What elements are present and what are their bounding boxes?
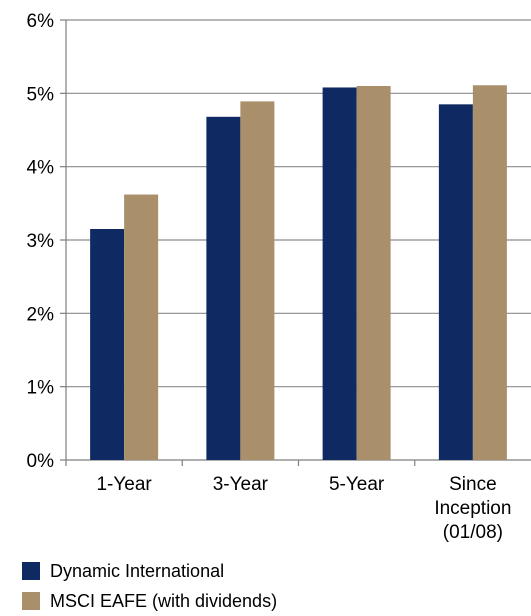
y-tick-label: 1% [27,378,55,399]
bar-series-2 [472,85,507,461]
x-category-labels: 1-Year 3-Year 5-Year Since Inception (01/08) [96,474,511,543]
y-tick-label: 4% [27,158,55,179]
bar-series-1 [90,229,125,460]
x-category-label: 1-Year [96,474,152,495]
legend-swatch-series-1 [22,562,40,580]
y-tick-labels: 0% 1% 2% 3% 4% 5% 6% [27,11,55,472]
bar-series-2 [240,101,275,461]
bar-series-2 [356,86,391,460]
bar-chart: 0% 1% 2% 3% 4% 5% 6% 1-Year 3-Year 5-Year Since In… [27,11,531,543]
y-tick-label: 2% [27,304,55,325]
x-category-label: Inception [434,498,511,519]
bars [90,85,507,461]
legend-item-series-1: Dynamic International [22,556,277,586]
bar-series-1 [206,116,241,461]
x-category-label: 3-Year [213,474,269,495]
legend-label-series-1: Dynamic International [50,560,225,581]
x-category-label: Since [449,474,497,495]
bar-series-2 [124,194,159,461]
x-category-label: (01/08) [443,522,503,543]
legend-item-series-2: MSCI EAFE (with dividends) [22,586,277,616]
y-tick-label: 6% [27,11,55,32]
y-tick-label: 0% [27,451,55,472]
y-tick-label: 5% [27,84,55,105]
legend-label-series-2: MSCI EAFE (with dividends) [50,590,278,611]
y-tick-label: 3% [27,231,55,252]
x-category-label: 5-Year [329,474,385,495]
legend: Dynamic International MSCI EAFE (with di… [22,556,277,616]
legend-swatch-series-2 [22,592,40,610]
bar-series-1 [322,87,357,460]
bar-series-1 [438,104,473,460]
